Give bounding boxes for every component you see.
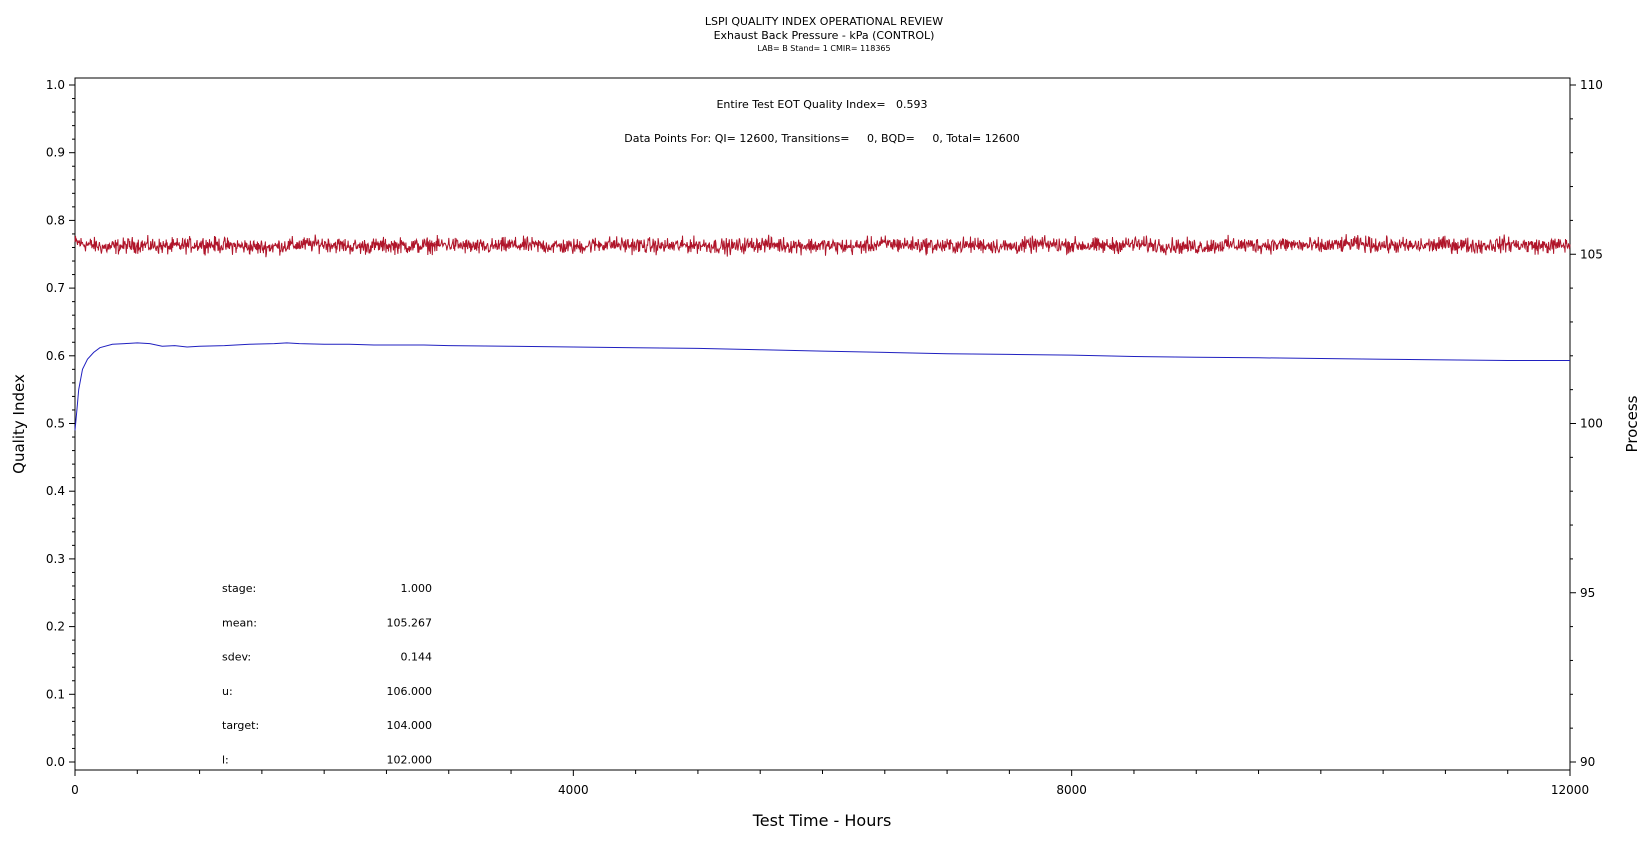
y-tick-label: 0.9 [46, 146, 65, 160]
plot-frame [74, 77, 1571, 771]
stat-value: 104.000 [387, 719, 433, 732]
y-tick-label: 0.8 [46, 213, 65, 227]
quality-index-series [74, 342, 1570, 431]
stat-label: target: [222, 719, 259, 732]
stat-label: u: [222, 685, 233, 698]
stat-value: 105.267 [387, 616, 433, 629]
right-y-axis: 90 95 100 105 110 [1570, 78, 1603, 769]
x-tick-label: 12000 [1551, 783, 1589, 797]
y2-tick-label: 110 [1580, 78, 1603, 92]
x-tick-label: 0 [71, 783, 79, 797]
x-tick-label: 8000 [1056, 783, 1087, 797]
x-axis-label: Test Time - Hours [752, 811, 892, 830]
y2-axis-label: Process [1623, 395, 1641, 452]
y-tick-label: 0.6 [46, 349, 65, 363]
stat-value: 102.000 [387, 754, 433, 767]
process-series [74, 234, 1571, 258]
data-points-annotation: Data Points For: QI= 12600, Transitions=… [624, 132, 1019, 145]
eot-quality-index-annotation: Entire Test EOT Quality Index= 0.593 [716, 98, 927, 111]
chart-subtitle: Exhaust Back Pressure - kPa (CONTROL) [714, 29, 935, 42]
stat-value: 0.144 [401, 651, 433, 664]
stat-label: l: [222, 754, 229, 767]
chart-subsubtitle: LAB= B Stand= 1 CMIR= 118365 [757, 44, 890, 53]
y-tick-label: 0.5 [46, 417, 65, 431]
left-y-axis: 0.0 0.1 0.2 0.3 0.4 0.5 0.6 0.7 0.8 0.9 1.0 [46, 78, 75, 769]
y2-tick-label: 105 [1580, 247, 1603, 261]
y-tick-label: 0.2 [46, 620, 65, 634]
y-tick-label: 0.3 [46, 552, 65, 566]
y2-tick-label: 95 [1580, 586, 1595, 600]
y-tick-label: 1.0 [46, 78, 65, 92]
quality-index-line [74, 342, 1570, 431]
stat-label: mean: [222, 616, 257, 629]
y-tick-label: 0.7 [46, 281, 65, 295]
y-tick-label: 0.0 [46, 755, 65, 769]
y-tick-label: 0.4 [46, 484, 65, 498]
chart-title: LSPI QUALITY INDEX OPERATIONAL REVIEW [705, 15, 943, 28]
x-tick-label: 4000 [558, 783, 589, 797]
y2-tick-label: 100 [1580, 417, 1603, 431]
x-axis: 0 4000 8000 12000 [71, 770, 1589, 797]
y2-tick-label: 90 [1580, 755, 1595, 769]
process-line [74, 234, 1571, 258]
stats-table: stage: 1.000 mean: 105.267 sdev: 0.144 u: 106.0… [222, 582, 432, 767]
stat-label: stage: [222, 582, 256, 595]
y-axis-label: Quality Index [10, 374, 28, 474]
stat-value: 1.000 [401, 582, 433, 595]
stat-label: sdev: [222, 651, 251, 664]
stat-value: 106.000 [387, 685, 433, 698]
y-tick-label: 0.1 [46, 687, 65, 701]
